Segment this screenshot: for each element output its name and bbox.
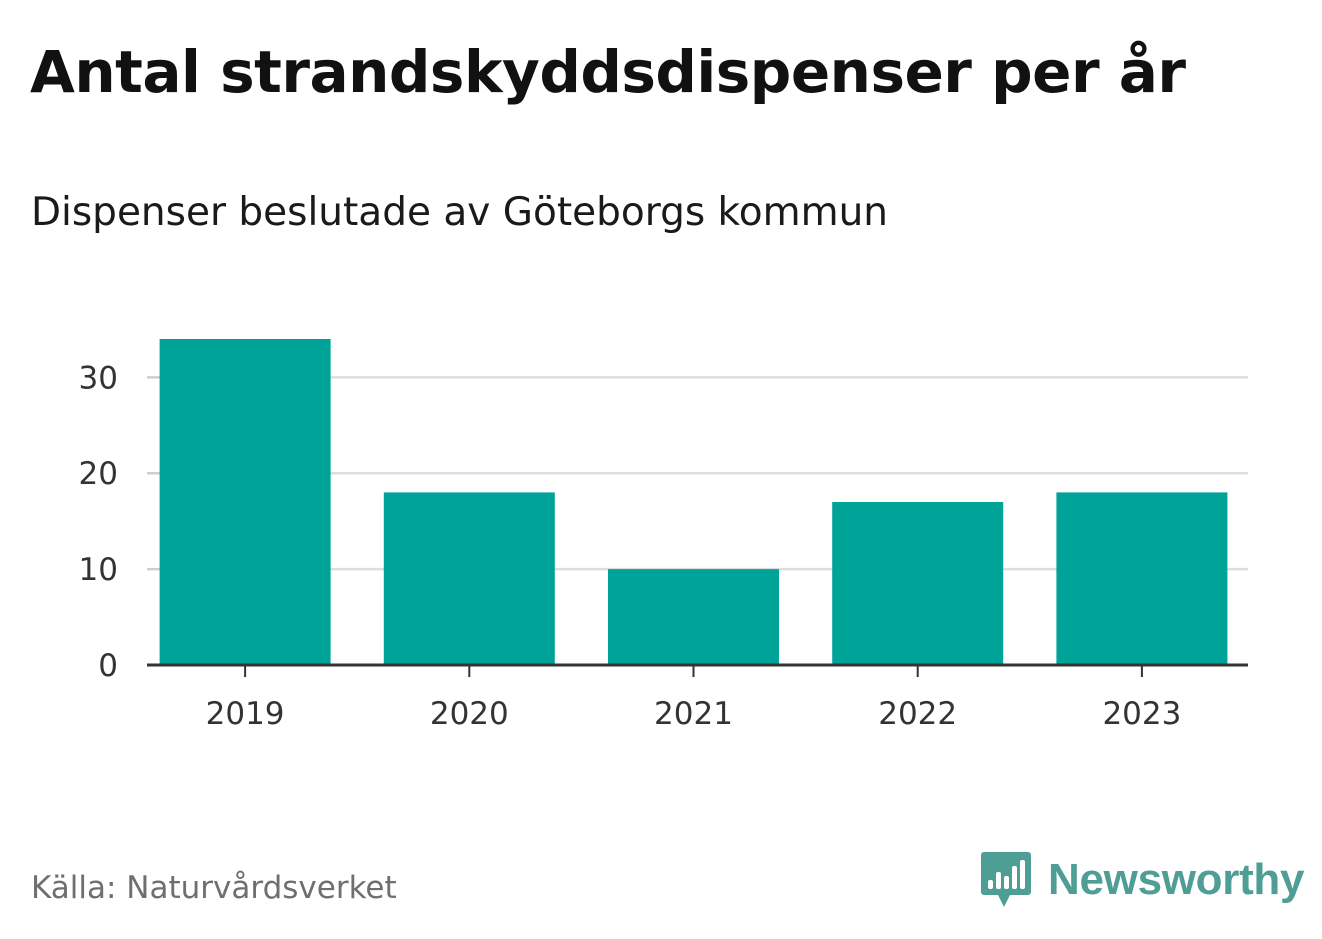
x-tick-label: 2019 xyxy=(206,696,285,732)
chart-title: Antal strandskyddsdispenser per år xyxy=(30,38,1186,106)
y-tick-label: 20 xyxy=(79,456,118,492)
y-tick-label: 0 xyxy=(98,648,118,684)
y-tick-label: 10 xyxy=(79,552,118,588)
bar-2019 xyxy=(159,339,331,665)
x-tick-label: 2023 xyxy=(1102,696,1181,732)
x-tick-label: 2020 xyxy=(430,696,509,732)
x-tick-label: 2021 xyxy=(654,696,733,732)
y-tick-label: 30 xyxy=(79,360,118,396)
bar-2021 xyxy=(608,569,779,665)
x-tick-label: 2022 xyxy=(878,696,957,732)
brand-name: Newsworthy xyxy=(1048,855,1305,904)
bar-2023 xyxy=(1056,492,1228,665)
source-note: Källa: Naturvårdsverket xyxy=(31,870,397,906)
newsworthy-logo: Newsworthy xyxy=(980,850,1304,910)
bar-chart-speech-bubble-icon xyxy=(981,852,1031,907)
chart-subtitle: Dispenser beslutade av Göteborgs kommun xyxy=(31,190,889,235)
bar-2020 xyxy=(383,492,555,665)
bar-2022 xyxy=(832,502,1004,665)
